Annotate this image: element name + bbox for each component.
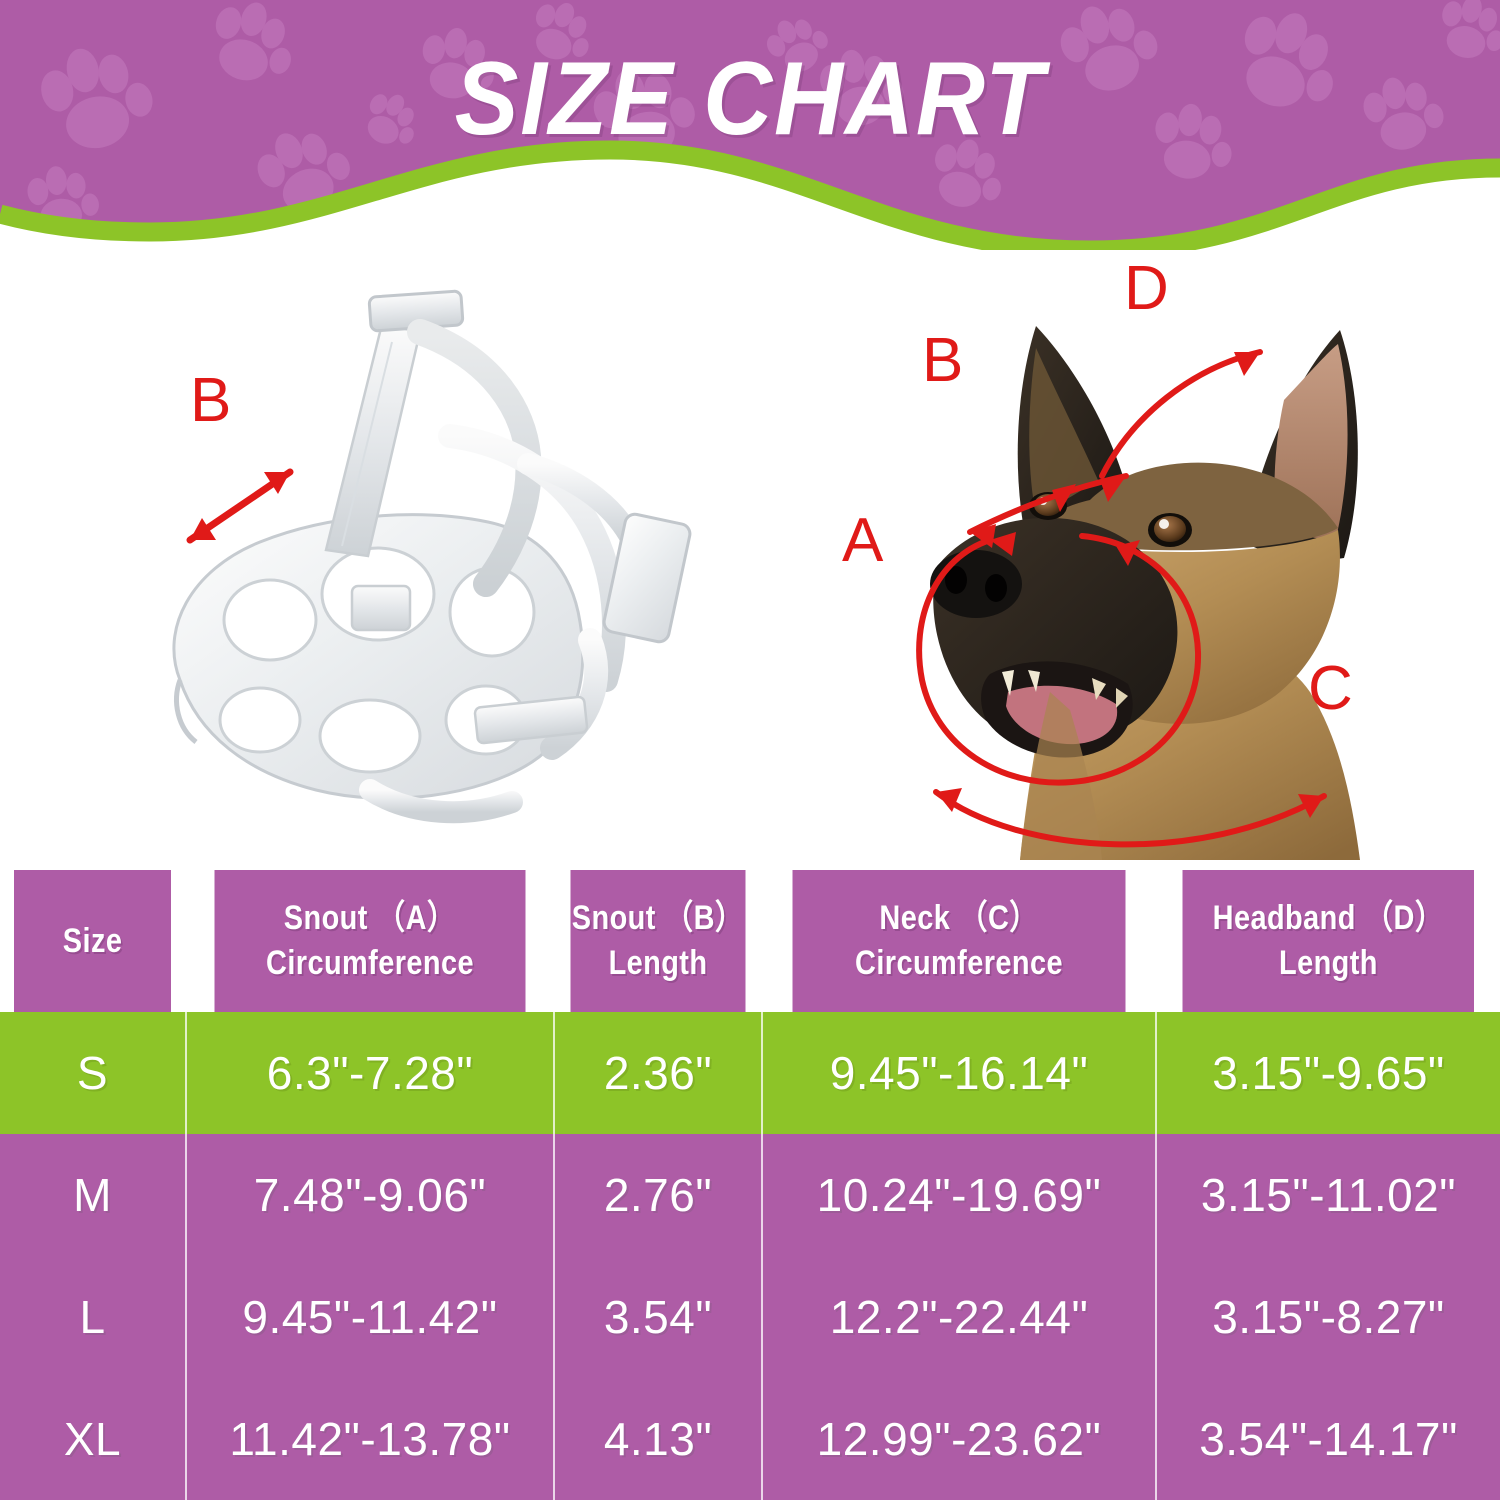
column-header-snout-circumference: Snout （A） Circumference: [213, 870, 528, 1012]
dog-svg: [916, 326, 1360, 860]
cell-headband-length: 3.54"-14.17": [1156, 1378, 1500, 1500]
cell-neck-circumference: 12.99"-23.62": [762, 1378, 1157, 1500]
cell-neck-circumference: 9.45"-16.14": [762, 1012, 1157, 1134]
cell-snout-length: 2.36": [554, 1012, 763, 1134]
muzzle-label-b: B: [190, 366, 232, 435]
cell-size: S: [0, 1012, 187, 1134]
table-row: S 6.3"-7.28" 2.36" 9.45"-16.14" 3.15"-9.…: [0, 1012, 1500, 1134]
muzzle-svg: [172, 289, 692, 824]
column-header-a-line1: Snout （A）: [283, 899, 457, 938]
cell-headband-length: 3.15"-8.27": [1156, 1256, 1500, 1378]
annotation-c-neck-circumference: [933, 788, 1327, 848]
table-header-row: Size Snout （A） Circumference Snout （B） L…: [0, 870, 1500, 1012]
cell-headband-length: 3.15"-11.02": [1156, 1134, 1500, 1256]
cell-snout-length: 3.54": [554, 1256, 763, 1378]
size-chart-table: Size Snout （A） Circumference Snout （B） L…: [0, 870, 1500, 1500]
annotation-a-pointer: [1116, 540, 1140, 566]
cell-snout-circumference: 9.45"-11.42": [186, 1256, 555, 1378]
illustration-area: B: [0, 250, 1500, 870]
cell-snout-circumference: 6.3"-7.28": [186, 1012, 555, 1134]
page-title: SIZE CHART: [454, 41, 1046, 157]
header-background-svg: [0, 0, 1500, 250]
muzzle-basket: [172, 513, 585, 800]
dog-photo-illustration: [930, 326, 1360, 860]
cell-snout-length: 4.13": [554, 1378, 763, 1500]
dog-measurement-image: A B C D: [840, 240, 1460, 860]
green-wave-divider: [0, 140, 1500, 250]
column-header-size-line1: Size: [62, 921, 123, 960]
column-header-a-line2: Circumference: [266, 944, 474, 982]
column-header-d-line2: Length: [1278, 944, 1378, 982]
table-row: M 7.48"-9.06" 2.76" 10.24"-19.69" 3.15"-…: [0, 1134, 1500, 1256]
column-header-c-line1: Neck （C）: [879, 899, 1039, 938]
cell-neck-circumference: 10.24"-19.69": [762, 1134, 1157, 1256]
cell-size: L: [0, 1256, 187, 1378]
annotation-b-snout-length: [967, 473, 1129, 548]
dog-label-a: A: [842, 506, 884, 575]
column-header-b-line2: Length: [608, 944, 708, 982]
dog-annotations: [916, 349, 1327, 848]
cell-headband-length: 3.15"-9.65": [1156, 1012, 1500, 1134]
column-header-snout-length: Snout （B） Length: [569, 870, 748, 1012]
cell-size: XL: [0, 1378, 187, 1500]
cell-snout-circumference: 7.48"-9.06": [186, 1134, 555, 1256]
table-row: XL 11.42"-13.78" 4.13" 12.99"-23.62" 3.5…: [0, 1378, 1500, 1500]
column-header-c-line2: Circumference: [855, 944, 1063, 982]
cell-snout-circumference: 11.42"-13.78": [186, 1378, 555, 1500]
column-header-d-line1: Headband （D）: [1212, 899, 1445, 938]
cell-size: M: [0, 1134, 187, 1256]
dog-label-b: B: [922, 326, 964, 395]
column-header-headband-length: Headband （D） Length: [1181, 870, 1475, 1012]
dog-label-c: C: [1308, 654, 1353, 723]
muzzle-b-arrow: [186, 468, 294, 544]
muzzle-product-image: B: [120, 250, 740, 850]
column-header-b-line1: Snout （B）: [571, 899, 745, 938]
cell-snout-length: 2.76": [554, 1134, 763, 1256]
column-header-size: Size: [13, 870, 173, 1012]
annotation-d-headband-length: [1099, 349, 1263, 479]
column-header-neck-circumference: Neck （C） Circumference: [791, 870, 1128, 1012]
header-banner: SIZE CHART: [0, 0, 1500, 250]
muzzle-head-straps: [350, 319, 692, 824]
table-row: L 9.45"-11.42" 3.54" 12.2"-22.44" 3.15"-…: [0, 1256, 1500, 1378]
dog-label-d: D: [1124, 254, 1169, 323]
annotation-a-snout-circumference: [916, 532, 1202, 786]
cell-neck-circumference: 12.2"-22.44": [762, 1256, 1157, 1378]
